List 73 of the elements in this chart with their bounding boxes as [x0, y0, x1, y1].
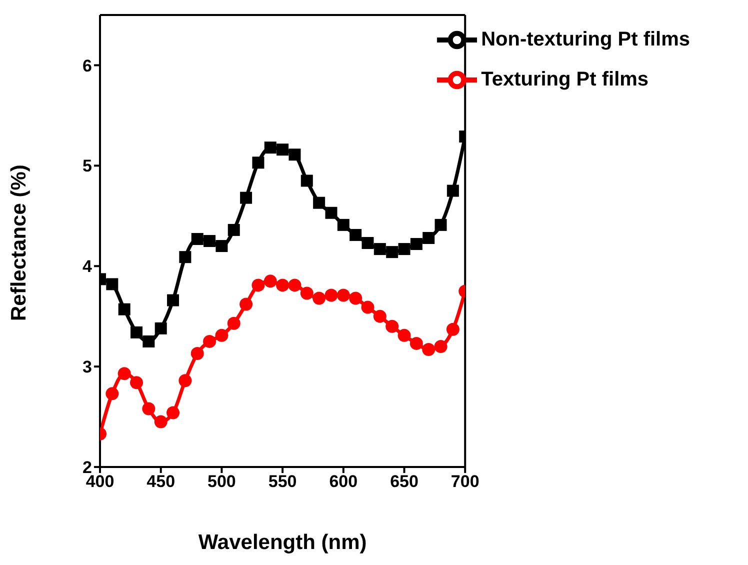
- point: [190, 347, 204, 360]
- point: [264, 274, 277, 288]
- point: [446, 184, 459, 197]
- point: [276, 278, 290, 292]
- point: [154, 322, 167, 334]
- point: [349, 292, 362, 305]
- y-tick-label: 3: [82, 358, 92, 377]
- point: [166, 406, 180, 420]
- point: [410, 238, 422, 250]
- x-tick-label: 700: [450, 472, 480, 492]
- x-tick-label: 600: [329, 472, 358, 492]
- point: [204, 235, 216, 247]
- point: [130, 376, 144, 390]
- x-tick-label: 650: [390, 472, 418, 492]
- x-tick-label: 400: [86, 472, 114, 492]
- point: [300, 174, 313, 187]
- point: [336, 288, 350, 302]
- point: [227, 316, 240, 330]
- point: [422, 232, 435, 244]
- point: [142, 402, 156, 416]
- point: [288, 148, 301, 161]
- point: [240, 298, 253, 311]
- y-tick-label: 5: [82, 156, 92, 176]
- point: [398, 243, 410, 256]
- point: [215, 328, 228, 342]
- point: [264, 142, 276, 154]
- point: [361, 300, 374, 314]
- point: [398, 328, 411, 342]
- point: [386, 246, 398, 258]
- point: [154, 415, 168, 428]
- point: [434, 218, 447, 231]
- point: [374, 243, 386, 256]
- point: [178, 374, 192, 388]
- point: [313, 196, 326, 209]
- legend-label: Texturing Pt films: [481, 68, 649, 90]
- x-axis-title: Wavelength (nm): [198, 531, 367, 554]
- point: [216, 240, 228, 252]
- point: [386, 320, 399, 333]
- point: [191, 232, 204, 245]
- point: [203, 334, 216, 348]
- point: [142, 335, 155, 348]
- point: [434, 340, 448, 353]
- point: [362, 237, 374, 250]
- point: [410, 336, 423, 350]
- point: [276, 144, 289, 156]
- point: [118, 367, 131, 380]
- point: [228, 224, 240, 236]
- y-axis-title: Reflectance (%): [7, 164, 30, 321]
- point: [106, 278, 118, 290]
- point: [288, 278, 302, 292]
- point: [130, 326, 143, 338]
- point: [167, 294, 180, 306]
- y-tick-label: 4: [82, 257, 93, 276]
- point: [106, 387, 119, 400]
- point: [337, 218, 350, 231]
- point: [179, 251, 192, 264]
- point: [252, 278, 265, 292]
- point: [422, 342, 436, 356]
- point: [446, 322, 460, 336]
- point: [240, 192, 252, 204]
- point: [300, 286, 314, 300]
- legend-label: Non-texturing Pt films: [481, 28, 690, 50]
- point: [373, 310, 386, 323]
- point: [312, 292, 326, 305]
- point: [252, 156, 264, 169]
- y-tick-label: 6: [82, 56, 92, 76]
- point: [324, 288, 338, 302]
- x-tick-label: 550: [268, 472, 297, 492]
- point: [325, 206, 338, 219]
- x-tick-label: 500: [208, 472, 236, 492]
- x-tick-label: 450: [146, 472, 176, 492]
- point: [350, 228, 362, 241]
- point: [118, 303, 130, 316]
